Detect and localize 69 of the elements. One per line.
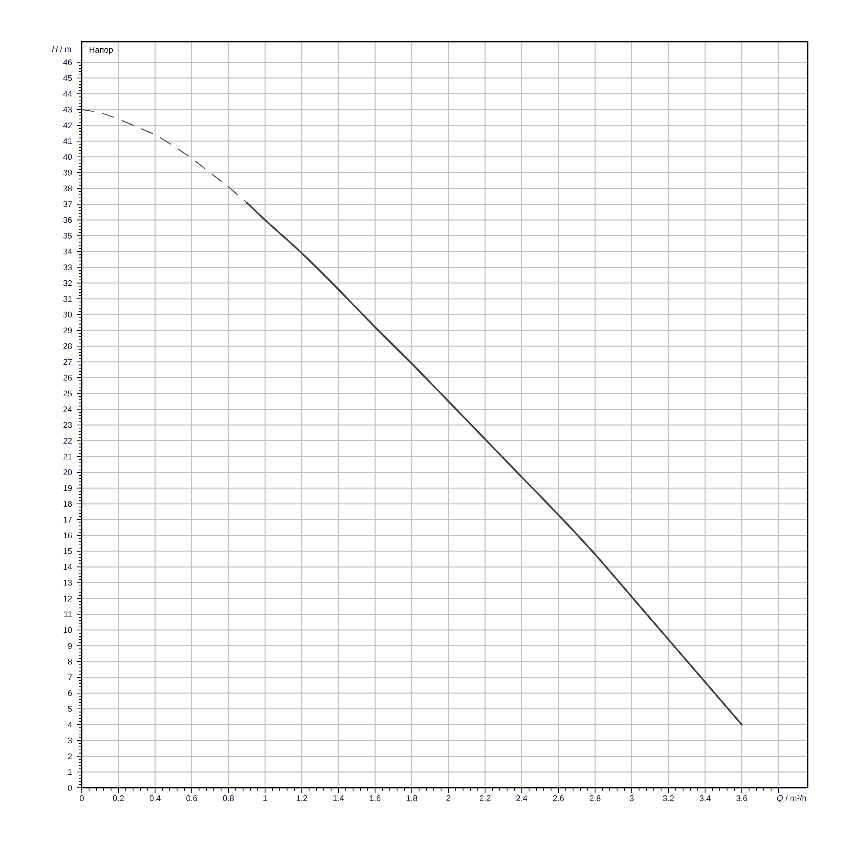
y-tick-label: 7 (68, 674, 72, 680)
y-tick-label: 14 (64, 564, 72, 570)
x-tick-label: 3.4 (700, 796, 711, 802)
y-tick-label: 24 (64, 406, 72, 412)
y-tick-label: 3 (68, 738, 72, 744)
y-tick-label: 33 (64, 264, 72, 270)
y-tick-label: 23 (64, 422, 72, 428)
x-tick-label: 0.2 (113, 796, 124, 802)
y-tick-label: 6 (68, 690, 72, 696)
x-tick-label: 0.8 (223, 796, 234, 802)
y-tick-label: 21 (64, 454, 72, 460)
y-tick-label: 22 (64, 438, 72, 444)
y-tick-label: 9 (68, 643, 72, 649)
y-tick-label: 46 (63, 60, 72, 66)
x-tick-label: 0.6 (186, 796, 198, 802)
y-tick-label: 26 (64, 375, 72, 381)
y-tick-label: 29 (64, 328, 72, 334)
x-tick-label: 2.2 (480, 796, 491, 802)
y-tick-label: 30 (64, 312, 72, 318)
y-tick-label: 43 (63, 106, 72, 113)
y-tick-label: 45 (63, 75, 72, 82)
y-tick-label: 16 (64, 532, 72, 539)
y-tick-label: 4 (68, 722, 72, 728)
y-tick-label: 2 (68, 754, 72, 760)
y-tick-label: 20 (64, 470, 72, 476)
y-tick-label: 11 (64, 612, 72, 618)
x-tick-label: 3 (630, 796, 634, 802)
y-tick-label: 15 (64, 548, 72, 554)
y-tick-label: 32 (64, 280, 72, 286)
y-tick-label: 18 (64, 501, 72, 508)
y-tick-label: 25 (64, 390, 72, 397)
y-tick-label: 28 (64, 343, 72, 350)
y-tick-label: 41 (63, 138, 72, 144)
annotation: Напор (90, 47, 114, 55)
x-tick-label: 1.6 (370, 796, 381, 802)
y-tick-label: 37 (64, 202, 72, 208)
y-tick-label: 0 (68, 785, 72, 791)
x-tick-label: 2.6 (553, 796, 564, 802)
x-axis-title: Q / m³/h (777, 795, 806, 803)
y-axis-title: H / m (52, 46, 72, 52)
y-tick-label: 5 (68, 706, 72, 712)
x-tick-label: 0 (80, 796, 84, 802)
x-tick-label: 1 (264, 796, 268, 802)
x-tick-label: 1.8 (406, 796, 418, 802)
x-tick-label: 2.8 (590, 796, 601, 802)
y-tick-label: 8 (68, 658, 72, 665)
y-tick-label: 31 (64, 296, 72, 302)
y-tick-label: 44 (63, 91, 72, 97)
x-tick-label: 1.2 (296, 796, 308, 802)
y-tick-label: 36 (64, 217, 72, 224)
x-tick-label: 1.4 (334, 796, 344, 802)
y-tick-label: 39 (64, 170, 72, 176)
y-tick-label: 40 (63, 154, 72, 160)
y-tick-label: 38 (64, 186, 72, 192)
x-tick-label: 2.4 (516, 796, 528, 802)
y-tick-label: 34 (64, 248, 72, 255)
x-tick-label: 0.4 (150, 796, 161, 802)
y-tick-label: 1 (68, 769, 72, 776)
y-tick-label: 35 (64, 233, 72, 239)
x-tick-label: 3.6 (736, 796, 748, 802)
y-tick-label: 42 (63, 122, 72, 128)
x-tick-label: 2 (446, 796, 451, 802)
x-tick-label: 3.2 (663, 796, 674, 802)
y-tick-label: 13 (64, 580, 72, 586)
y-tick-label: 17 (64, 517, 72, 523)
y-tick-label: 12 (64, 596, 72, 602)
y-tick-label: 19 (64, 485, 72, 492)
y-tick-label: 27 (64, 359, 72, 366)
y-tick-label: 10 (64, 627, 72, 634)
